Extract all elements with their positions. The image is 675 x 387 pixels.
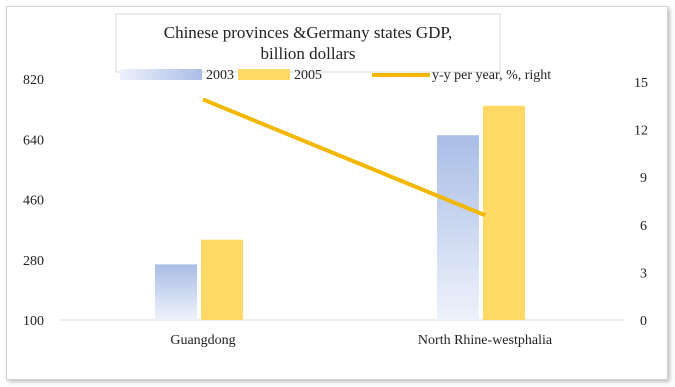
legend-label-2003: 2003: [206, 68, 234, 83]
legend-swatch-2005: [238, 69, 290, 80]
y-axis-right: 0 3 6 9 12 15: [634, 76, 648, 329]
y-left-tick-280: 280: [23, 254, 44, 269]
y-right-tick-0: 0: [640, 314, 647, 329]
y-left-tick-460: 460: [23, 194, 44, 209]
legend-label-yy: y-y per year, %, right: [432, 68, 551, 83]
x-category-north-rhine-westphalia: North Rhine-westphalia: [418, 333, 553, 348]
y-right-tick-12: 12: [634, 124, 648, 139]
bar-2005-north-rhine-westphalia: [483, 105, 525, 321]
y-axis-left: 100 280 460 640 820: [23, 73, 44, 329]
chart-title-line-1: Chinese provinces &Germany states GDP,: [164, 23, 452, 42]
y-right-tick-9: 9: [640, 171, 647, 186]
y-right-tick-15: 15: [634, 76, 648, 91]
x-category-guangdong: Guangdong: [170, 333, 235, 348]
bars: [155, 105, 525, 321]
y-right-tick-3: 3: [640, 266, 647, 281]
line-yy-per-year: [202, 97, 486, 218]
y-left-tick-820: 820: [23, 73, 44, 88]
title-box: [115, 13, 501, 73]
y-left-tick-640: 640: [23, 133, 44, 148]
bar-2005-guangdong: [201, 239, 243, 320]
bar-2003-guangdong: [155, 264, 197, 320]
legend: 2003 2005 y-y per year, %, right: [120, 68, 551, 83]
y-right-tick-6: 6: [640, 219, 647, 234]
legend-label-2005: 2005: [294, 68, 322, 83]
chart-title-line-2: billion dollars: [261, 44, 356, 63]
y-left-tick-100: 100: [23, 314, 44, 329]
legend-swatch-2003: [120, 69, 202, 80]
bar-2003-north-rhine-westphalia: [437, 135, 479, 320]
